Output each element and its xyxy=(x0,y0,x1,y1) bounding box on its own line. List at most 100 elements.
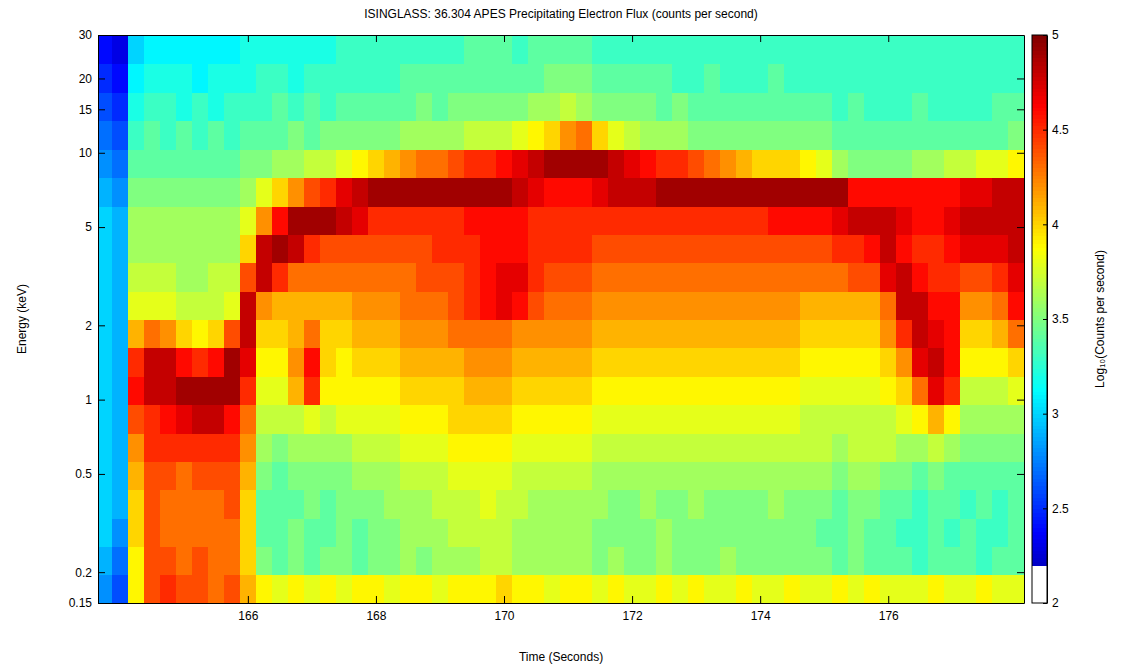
cell xyxy=(98,575,112,603)
cell xyxy=(416,490,433,519)
tick-mark xyxy=(760,35,761,42)
cell xyxy=(560,121,577,150)
colorbar-swatch xyxy=(1032,334,1047,338)
cell xyxy=(720,64,737,93)
cell xyxy=(992,234,1009,263)
cell xyxy=(608,518,625,547)
cell xyxy=(304,206,321,235)
cell xyxy=(768,348,785,377)
cell xyxy=(112,348,129,377)
cell xyxy=(656,575,673,603)
colorbar-swatch xyxy=(1032,149,1047,153)
cell xyxy=(352,461,369,490)
tick-label: 174 xyxy=(751,609,771,623)
colorbar-swatch xyxy=(1032,285,1047,289)
cell xyxy=(896,546,913,575)
cell xyxy=(112,149,129,178)
colorbar-swatch xyxy=(1032,349,1047,353)
cell xyxy=(98,518,112,547)
cell xyxy=(992,319,1009,348)
cell xyxy=(672,575,689,603)
cell xyxy=(816,376,833,405)
cell xyxy=(448,64,465,93)
cell xyxy=(160,121,177,150)
cell xyxy=(592,121,609,150)
cell xyxy=(688,348,705,377)
cell xyxy=(640,92,657,121)
cell xyxy=(272,518,289,547)
cell xyxy=(192,121,209,150)
cell xyxy=(704,291,721,320)
cell xyxy=(1008,319,1024,348)
cell xyxy=(960,206,977,235)
cell xyxy=(624,121,641,150)
colorbar-swatch xyxy=(1032,221,1047,225)
cell xyxy=(160,178,177,207)
cell xyxy=(624,92,641,121)
cell xyxy=(976,546,993,575)
cell xyxy=(288,206,305,235)
cell xyxy=(688,92,705,121)
colorbar-swatch xyxy=(1032,470,1047,474)
cell xyxy=(480,319,497,348)
cell xyxy=(656,433,673,462)
cell xyxy=(512,405,529,434)
cell xyxy=(736,461,753,490)
cell xyxy=(608,461,625,490)
cell xyxy=(400,234,417,263)
cell xyxy=(800,319,817,348)
cell xyxy=(432,121,449,150)
tick-mark xyxy=(98,227,105,228)
cell xyxy=(256,263,273,292)
colorbar-swatch xyxy=(1032,535,1047,539)
cell xyxy=(992,405,1009,434)
cell xyxy=(320,405,337,434)
cell xyxy=(288,149,305,178)
cell xyxy=(528,64,545,93)
cell xyxy=(752,149,769,178)
cell xyxy=(98,149,112,178)
cell xyxy=(112,376,129,405)
cell xyxy=(976,149,993,178)
cell xyxy=(976,405,993,434)
cell xyxy=(240,518,257,547)
cell xyxy=(624,319,641,348)
cell xyxy=(400,546,417,575)
cell xyxy=(464,433,481,462)
cell xyxy=(880,178,897,207)
cell xyxy=(592,263,609,292)
cell xyxy=(256,64,273,93)
cell xyxy=(656,319,673,348)
cell xyxy=(480,490,497,519)
cell xyxy=(912,234,929,263)
cell xyxy=(368,291,385,320)
cell xyxy=(848,234,865,263)
tick-label: 0.2 xyxy=(75,565,92,579)
cell xyxy=(98,376,112,405)
colorbar-swatch xyxy=(1032,433,1047,437)
cell xyxy=(336,64,353,93)
cell xyxy=(992,206,1009,235)
cell xyxy=(480,149,497,178)
cell xyxy=(928,433,945,462)
colorbar-swatch xyxy=(1032,304,1047,308)
tick-mark xyxy=(98,109,105,110)
cell xyxy=(656,490,673,519)
cell xyxy=(256,433,273,462)
y-axis-title: Energy (keV) xyxy=(15,284,29,354)
cell xyxy=(416,121,433,150)
cell xyxy=(624,490,641,519)
cell xyxy=(240,149,257,178)
cell xyxy=(98,319,112,348)
cell xyxy=(432,433,449,462)
cell xyxy=(864,490,881,519)
cell xyxy=(560,291,577,320)
colorbar-swatch xyxy=(1032,194,1047,198)
tick-mark xyxy=(98,603,105,604)
cell xyxy=(880,575,897,603)
colorbar-swatch xyxy=(1032,107,1047,111)
cell xyxy=(896,575,913,603)
cell xyxy=(960,348,977,377)
cell xyxy=(288,518,305,547)
cell xyxy=(864,263,881,292)
